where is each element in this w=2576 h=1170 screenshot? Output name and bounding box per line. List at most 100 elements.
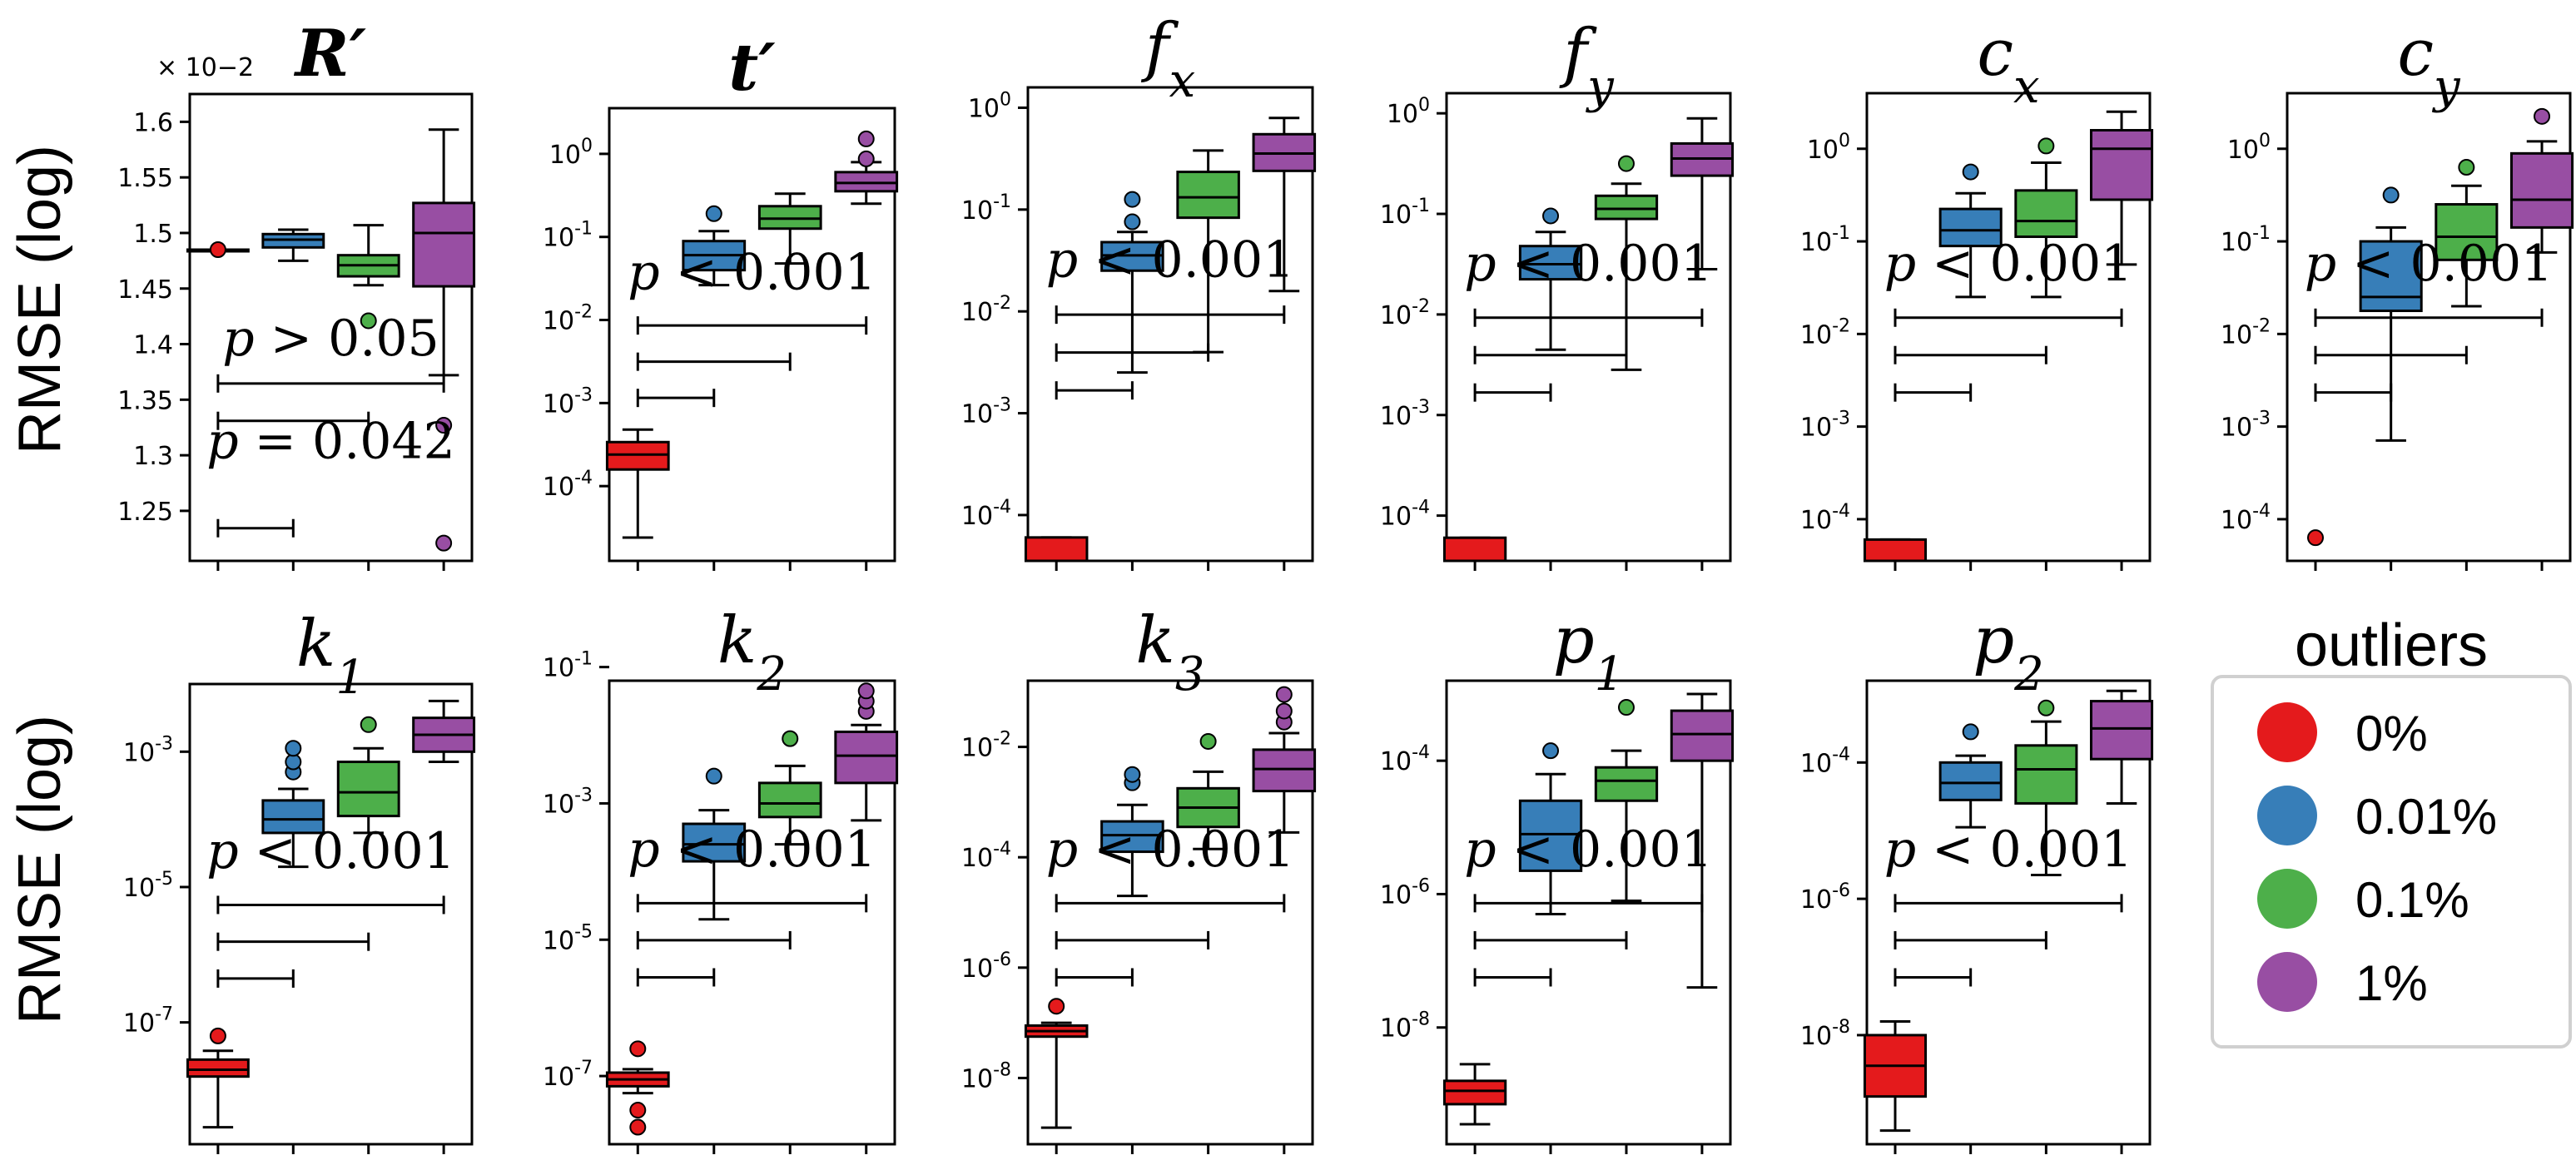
outlier-point (1617, 699, 1635, 716)
y-tick-label: 1.4 (133, 331, 173, 360)
y-tick-label: 10-8 (961, 1059, 1011, 1093)
box-0 (1024, 536, 1089, 563)
outlier-point (629, 1118, 647, 1136)
legend-swatch (2257, 952, 2317, 1012)
box-2 (757, 192, 822, 265)
outlier-point (1048, 998, 1065, 1015)
panel-title: p2 (1973, 603, 2044, 702)
y-tick-label: 100 (2227, 131, 2271, 165)
legend-frame (2211, 675, 2572, 1049)
outlier-point (857, 130, 875, 147)
box-0 (186, 241, 250, 258)
y-tick-label: 1.5 (133, 220, 173, 249)
axes-frame (1445, 92, 1732, 563)
box-3 (1670, 692, 1735, 989)
legend-swatch (2257, 786, 2317, 845)
box-2 (2435, 159, 2499, 308)
y-tick-label: 100 (1807, 131, 1850, 165)
y-tick-label: 10-3 (1380, 397, 1430, 431)
p-value-annotation: p < 0.001 (1046, 231, 1295, 290)
outlier-point (360, 312, 377, 330)
outlier-point (285, 740, 302, 757)
box-1 (1100, 191, 1164, 374)
box-2 (2014, 137, 2078, 299)
outlier-point (435, 417, 453, 434)
axes-frame (188, 92, 474, 563)
y-tick-label: 10-2 (1800, 315, 1850, 350)
y-tick-label: 10-1 (1800, 223, 1850, 257)
y-tick-label: 10-6 (961, 949, 1011, 984)
box-body (1252, 748, 1317, 793)
box-3 (1670, 117, 1735, 271)
box-1 (1518, 742, 1583, 916)
p-value-annotation: p < 0.001 (206, 822, 455, 880)
y-tick-label: 100 (549, 136, 593, 170)
y-tick-label: 1.35 (117, 386, 173, 415)
axes-frame (1026, 86, 1314, 563)
box-body (2089, 129, 2154, 201)
y-tick-label: 10-3 (961, 395, 1011, 429)
outlier-point (435, 534, 453, 552)
panel-title: t′ (728, 30, 776, 106)
y-tick-label: 10-4 (2221, 501, 2271, 535)
panel-1: t′ 100 10-1 10-2 10-3 10-4 p < 0.001 (543, 30, 899, 571)
box-0 (605, 1040, 670, 1136)
outlier-point (360, 716, 377, 733)
y-tick-label: 1.55 (117, 164, 173, 193)
y-tick-label: 10-2 (2221, 315, 2271, 350)
box-3 (2089, 689, 2154, 805)
box-body (2435, 203, 2499, 261)
box-body (412, 201, 476, 288)
box-body (1100, 820, 1164, 854)
p-value-annotation: p = 0.042 (206, 413, 455, 471)
box-3 (1252, 686, 1317, 834)
outlier-point (1542, 207, 1560, 225)
outlier-point (782, 730, 799, 747)
box-body (261, 799, 325, 835)
panel-9: p1 10-4 10-6 10-8 p < 0.001 (1380, 603, 1735, 1154)
box-3 (412, 128, 476, 552)
p-value-annotation: p < 0.001 (1046, 820, 1295, 879)
y-tick-label: 100 (1387, 95, 1430, 129)
box-1 (261, 228, 325, 262)
outlier-point (1199, 732, 1217, 750)
y-tick-label: 10-5 (543, 921, 593, 955)
axes-frame (1865, 679, 2152, 1146)
y-tick-label: 10-5 (123, 869, 173, 903)
box-body (2014, 189, 2078, 238)
box-body (2089, 700, 2154, 761)
box-0 (2307, 529, 2324, 547)
panel-title: cy (2397, 16, 2461, 114)
legend-swatch (2257, 702, 2317, 762)
panel-2: fx 100 10-1 10-2 10-3 10-4 p < 0.001 (961, 10, 1317, 571)
box-body (1863, 538, 1928, 563)
box-3 (2089, 110, 2154, 266)
box-body (1938, 761, 2003, 801)
outlier-point (209, 1027, 226, 1044)
axes-frame (608, 679, 896, 1146)
box-0 (186, 1027, 250, 1129)
outlier-point (2307, 529, 2324, 547)
y-tick-label: 10-2 (961, 293, 1011, 327)
box-1 (1518, 207, 1583, 351)
box-0 (1442, 1063, 1507, 1126)
box-body (186, 1058, 250, 1078)
y-tick-label: 10-7 (123, 1004, 173, 1039)
offset-label: × 10−2 (156, 53, 254, 82)
box-1 (2359, 186, 2423, 442)
box-body (682, 822, 747, 863)
box-2 (1594, 155, 1659, 371)
box-1 (261, 740, 325, 869)
box-3 (1252, 117, 1317, 293)
y-tick-label: 10-3 (1800, 409, 1850, 443)
y-tick-label: 10-3 (123, 733, 173, 767)
box-body (1670, 709, 1735, 762)
box-body (1594, 766, 1659, 802)
legend-title: outliers (2295, 612, 2488, 679)
p-value-annotation: p < 0.001 (1464, 235, 1713, 293)
outlier-point (2458, 159, 2475, 176)
outlier-point (1124, 213, 1141, 231)
panel-7: k2 10-1 10-3 10-5 10-7 p < 0.001 (543, 603, 899, 1154)
box-3 (412, 699, 476, 764)
